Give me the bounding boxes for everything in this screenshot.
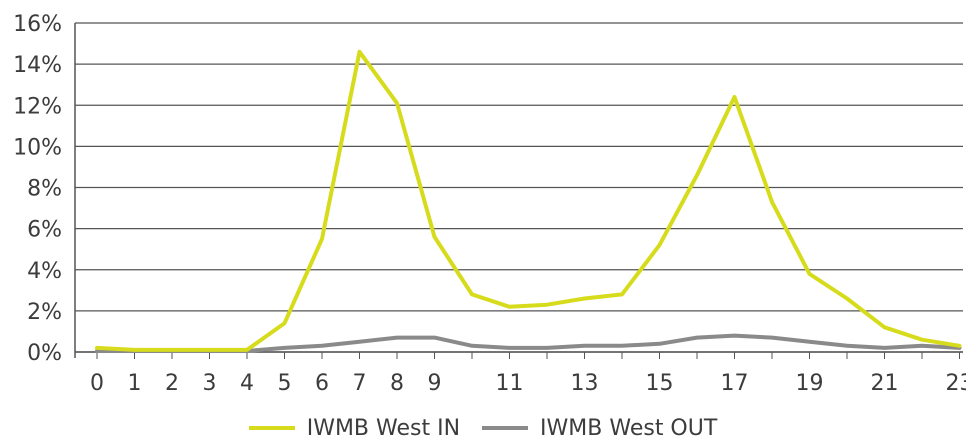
x-tick-label: 2	[165, 371, 179, 396]
x-tick-label: 19	[796, 371, 824, 396]
y-tick-label: 2%	[27, 300, 62, 325]
x-tick-label: 3	[203, 371, 217, 396]
x-tick-label: 4	[240, 371, 254, 396]
x-tick-label: 7	[353, 371, 367, 396]
legend-swatch-out	[482, 426, 529, 430]
line-chart: 0%2%4%6%8%10%12%14%16% 0 1 2 3 4 5 6 7 8 9 11 13 15 1…	[13, 12, 966, 396]
x-tick-label: 0	[90, 371, 104, 396]
y-tick-label: 16%	[13, 12, 62, 37]
x-tick-label: 1	[128, 371, 142, 396]
y-tick-labels: 0% 2% 4% 6% 8% 10% 12% 14% 16%	[13, 12, 62, 366]
x-tick-label: 23	[946, 371, 966, 396]
x-tick-labels: 012345678911131517192123	[90, 371, 966, 396]
y-tick-label: 14%	[13, 53, 62, 78]
y-tick-label: 6%	[27, 218, 62, 243]
x-tick-label: 11	[496, 371, 524, 396]
axes	[74, 23, 963, 359]
legend-label-out: IWMB West OUT	[540, 415, 718, 441]
grid-lines	[75, 22, 963, 353]
x-tick-label: 15	[646, 371, 674, 396]
legend-label-in: IWMB West IN	[306, 415, 461, 441]
x-tick-label: 6	[315, 371, 329, 396]
x-tick-label: 9	[428, 371, 442, 396]
y-tick-label: 0%	[27, 341, 62, 366]
y-tick-label: 8%	[27, 177, 62, 202]
y-tick-label: 10%	[13, 135, 62, 160]
y-tick-label: 4%	[27, 259, 62, 284]
series-lines	[95, 49, 962, 353]
legend-item-out[interactable]: IWMB West OUT	[482, 416, 717, 441]
x-tick-label: 8	[390, 371, 404, 396]
legend-swatch-in	[248, 426, 295, 430]
legend: IWMB West IN IWMB West OUT	[0, 410, 966, 446]
legend-item-in[interactable]: IWMB West IN	[248, 415, 461, 441]
x-tick-label: 5	[278, 371, 292, 396]
x-tick-label: 13	[571, 371, 599, 396]
x-tick-label: 17	[721, 371, 749, 396]
series-line-in	[95, 49, 962, 352]
x-tick-label: 21	[871, 371, 899, 396]
y-tick-label: 12%	[13, 94, 62, 119]
